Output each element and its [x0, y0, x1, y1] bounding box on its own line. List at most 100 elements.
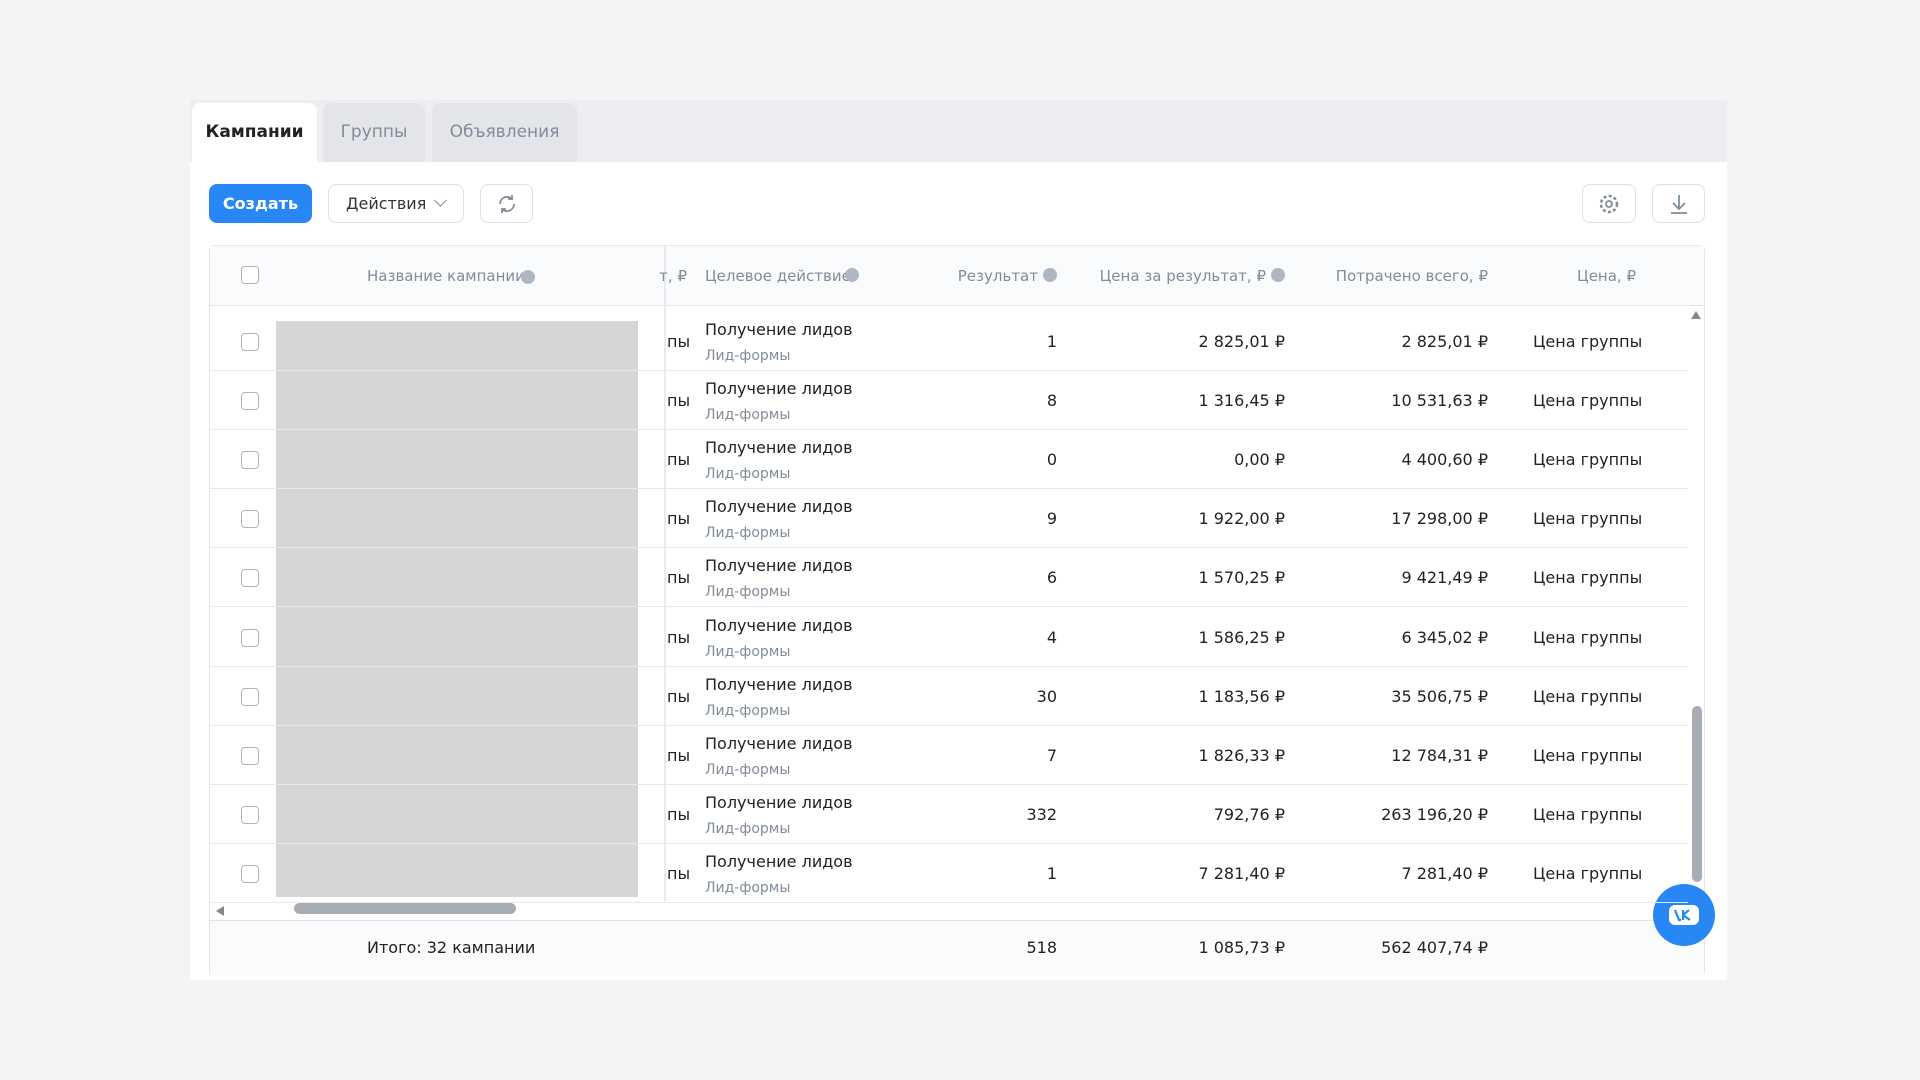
row-checkbox[interactable]	[241, 628, 259, 647]
actions-button[interactable]: Действия	[328, 184, 464, 223]
cut-cell: пы	[667, 863, 691, 883]
row-checkbox[interactable]	[241, 510, 259, 529]
goal-cell: Получение лидов	[705, 320, 853, 339]
price-cell: Цена группы	[1533, 863, 1643, 883]
goal-sub-cell: Лид-формы	[705, 879, 791, 896]
cost-cell: 1 922,00 ₽	[1198, 509, 1285, 529]
vk-button[interactable]	[1653, 884, 1715, 946]
goal-sub-cell: Лид-формы	[705, 643, 791, 660]
scroll-left-arrow[interactable]	[216, 906, 224, 916]
row-separator	[210, 370, 1688, 371]
goal-cell: Получение лидов	[705, 615, 853, 635]
goal-sub-cell: Лид-формы	[705, 466, 791, 483]
result-cell: 332	[1026, 804, 1057, 824]
help-icon[interactable]	[521, 270, 535, 284]
cut-cell: пы	[667, 627, 691, 647]
tab[interactable]: Группы	[323, 103, 425, 162]
cut-cell: пы	[667, 391, 691, 411]
tab[interactable]: Объявления	[432, 103, 577, 162]
row-checkbox[interactable]	[241, 687, 259, 706]
row-separator	[210, 724, 1688, 726]
cut-cell: пы	[667, 509, 691, 529]
price-cell: Цена группы	[1533, 745, 1643, 765]
goal-cell: Получение лидов	[705, 792, 853, 812]
cut-cell: пы	[667, 745, 691, 765]
spent-cell: 7 281,40 ₽	[1401, 863, 1488, 883]
cost-cell: 1 316,45 ₽	[1198, 391, 1285, 411]
price-cell: Цена группы	[1533, 804, 1643, 824]
price-cell: Цена группы	[1533, 568, 1643, 588]
row-checkbox[interactable]	[241, 746, 259, 765]
price-cell: Цена группы	[1533, 332, 1643, 351]
total-cost: 1 085,73 ₽	[1198, 938, 1285, 957]
row-separator	[210, 488, 1688, 490]
goal-cell: Получение лидов	[705, 497, 853, 517]
goal-cell: Получение лидов	[705, 438, 853, 458]
row-separator	[210, 606, 1688, 608]
table-header	[210, 246, 1704, 306]
row-separator	[210, 842, 1688, 844]
cut-cell: пы	[667, 686, 691, 706]
goal-sub-cell: Лид-формы	[705, 407, 791, 424]
row-separator	[210, 901, 1688, 903]
result-cell: 8	[1046, 391, 1057, 411]
spent-cell: 9 421,49 ₽	[1401, 568, 1488, 588]
create-button[interactable]: Создать	[209, 184, 312, 223]
help-icon[interactable]	[845, 268, 859, 282]
result-cell: 1	[1046, 863, 1057, 883]
spent-cell: 2 825,01 ₽	[1401, 332, 1488, 351]
column-header[interactable]: Цена, ₽	[1577, 267, 1636, 285]
result-cell: 0	[1046, 450, 1057, 470]
goal-cell: Получение лидов	[705, 556, 853, 576]
cut-cell: пы	[667, 332, 691, 351]
column-header[interactable]: т, ₽	[659, 267, 687, 285]
total-result: 518	[1026, 938, 1057, 957]
refresh-button[interactable]	[480, 184, 533, 223]
price-cell: Цена группы	[1533, 686, 1643, 706]
horizontal-scroll-thumb[interactable]	[294, 903, 516, 914]
cost-cell: 1 570,25 ₽	[1198, 568, 1285, 588]
price-cell: Цена группы	[1533, 627, 1643, 647]
spent-cell: 17 298,00 ₽	[1391, 509, 1488, 529]
result-cell: 6	[1046, 568, 1057, 588]
vertical-scroll-thumb[interactable]	[1692, 706, 1702, 882]
column-header[interactable]: Цена за результат, ₽	[1099, 267, 1266, 285]
goal-cell: Получение лидов	[705, 851, 853, 871]
result-cell: 7	[1046, 745, 1057, 765]
help-icon[interactable]	[1043, 268, 1057, 282]
row-checkbox[interactable]	[241, 864, 259, 883]
column-header[interactable]: Целевое действие	[705, 267, 851, 285]
price-cell: Цена группы	[1533, 450, 1643, 470]
column-header[interactable]: Результат	[957, 267, 1038, 285]
row-checkbox[interactable]	[241, 333, 259, 351]
download-button[interactable]	[1652, 184, 1705, 223]
cut-cell: пы	[667, 450, 691, 470]
cost-cell: 0,00 ₽	[1234, 450, 1285, 470]
settings-button[interactable]	[1582, 184, 1636, 223]
spent-cell: 10 531,63 ₽	[1391, 391, 1488, 411]
goal-sub-cell: Лид-формы	[705, 584, 791, 601]
cost-cell: 1 586,25 ₽	[1198, 627, 1285, 647]
row-checkbox[interactable]	[241, 392, 259, 411]
header-checkbox[interactable]	[241, 266, 259, 284]
tab[interactable]: Кампании	[192, 103, 317, 162]
row-checkbox[interactable]	[241, 569, 259, 588]
scroll-up-arrow[interactable]	[1691, 311, 1701, 319]
column-header[interactable]: Название кампании	[367, 267, 525, 285]
spent-cell: 4 400,60 ₽	[1401, 450, 1488, 470]
spent-cell: 6 345,02 ₽	[1401, 627, 1488, 647]
refresh-icon	[499, 195, 515, 213]
total-spent: 562 407,74 ₽	[1381, 938, 1488, 957]
row-checkbox[interactable]	[241, 805, 259, 824]
column-header[interactable]: Потрачено всего, ₽	[1335, 267, 1488, 285]
settings-icon	[1599, 194, 1619, 214]
redacted-block	[276, 321, 638, 897]
row-checkbox[interactable]	[241, 451, 259, 470]
row-separator	[210, 665, 1688, 667]
goal-cell: Получение лидов	[705, 733, 853, 753]
help-icon[interactable]	[1271, 268, 1285, 282]
row-separator	[210, 783, 1688, 785]
goal-sub-cell: Лид-формы	[705, 702, 791, 719]
result-cell: 9	[1046, 509, 1057, 529]
fixed-column-divider	[664, 246, 666, 901]
